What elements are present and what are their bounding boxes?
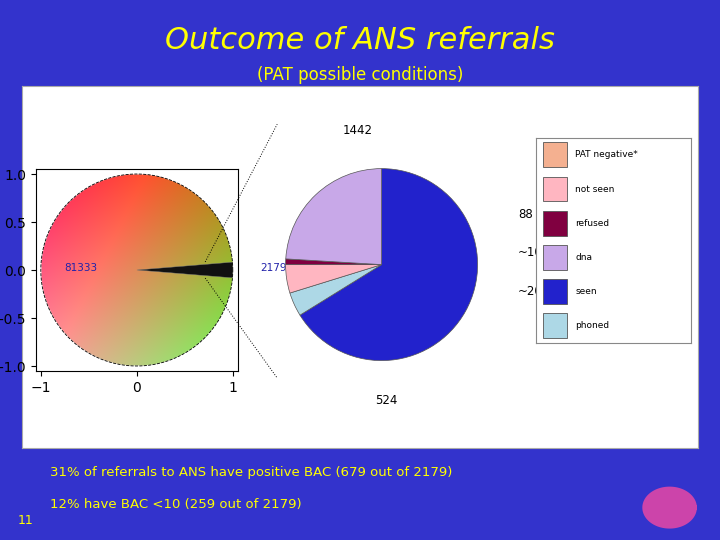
Wedge shape <box>290 265 382 315</box>
Bar <box>543 211 567 235</box>
Bar <box>543 143 567 167</box>
Bar <box>543 177 567 201</box>
Text: 11: 11 <box>18 514 34 526</box>
Wedge shape <box>286 259 382 265</box>
Text: seen: seen <box>575 287 597 296</box>
Text: Outcome of ANS referrals: Outcome of ANS referrals <box>165 26 555 55</box>
Text: PAT negative*: PAT negative* <box>575 150 638 159</box>
Bar <box>543 314 567 338</box>
Wedge shape <box>300 168 477 361</box>
Text: ~20: ~20 <box>518 285 543 298</box>
Text: 1442: 1442 <box>343 124 373 137</box>
Text: ~105: ~105 <box>518 246 550 259</box>
Text: 31% of referrals to ANS have positive BAC (679 out of 2179): 31% of referrals to ANS have positive BA… <box>50 466 453 479</box>
Text: (PAT possible conditions): (PAT possible conditions) <box>257 65 463 84</box>
Text: 2179: 2179 <box>260 263 287 273</box>
Text: phoned: phoned <box>575 321 609 330</box>
Text: 81333: 81333 <box>65 263 98 273</box>
Wedge shape <box>286 168 382 265</box>
Bar <box>543 245 567 269</box>
Text: 524: 524 <box>375 394 397 407</box>
Text: not seen: not seen <box>575 185 614 193</box>
Bar <box>543 279 567 304</box>
Text: refused: refused <box>575 219 609 228</box>
Text: 12% have BAC <10 (259 out of 2179): 12% have BAC <10 (259 out of 2179) <box>50 498 302 511</box>
Polygon shape <box>644 489 695 526</box>
Text: 88: 88 <box>518 208 533 221</box>
Wedge shape <box>137 262 233 278</box>
Text: dna: dna <box>575 253 592 262</box>
Wedge shape <box>286 265 382 293</box>
